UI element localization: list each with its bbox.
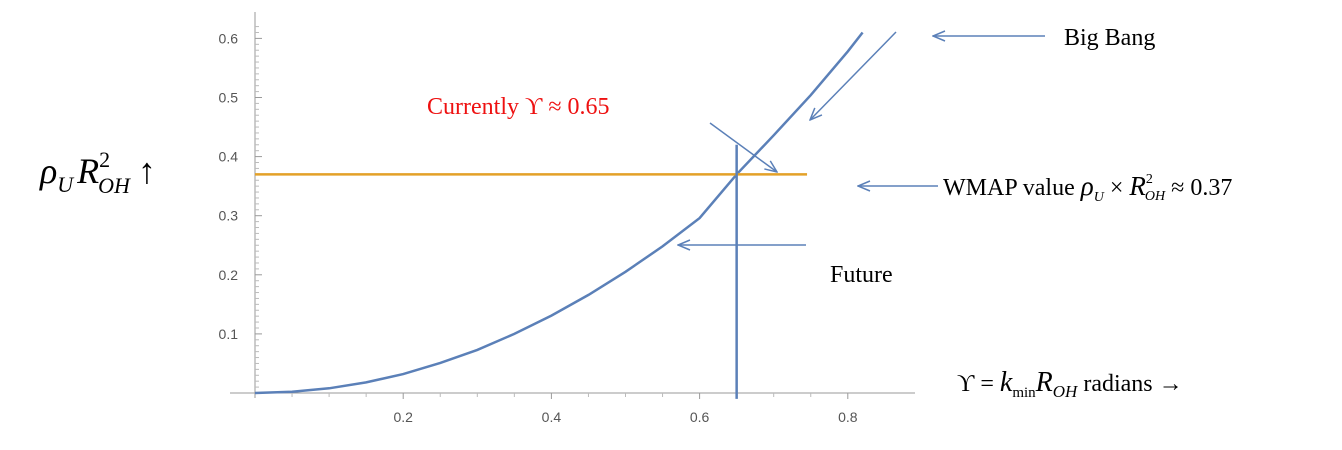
y-axis-label: ρU R2 OH ↑	[39, 147, 156, 198]
x-axis-label: ϒ = kminROH radians →	[957, 367, 1183, 401]
x-label-r-sub: OH	[1053, 382, 1079, 401]
y-label-r-sup: 2	[99, 147, 110, 172]
x-label-r: R	[1035, 367, 1053, 398]
y-tick-label-3: 0.4	[219, 149, 239, 165]
x-tick-label-2: 0.6	[690, 409, 710, 425]
y-tick-label-5: 0.6	[219, 30, 239, 46]
wmap-times: ×	[1104, 175, 1130, 201]
wmap-annotation: WMAP value ρU × R2 OH ≈ 0.37	[943, 171, 1232, 205]
x-label-k-sub: min	[1012, 385, 1036, 401]
currently-arrow	[709, 122, 777, 172]
wmap-rho: ρ	[1080, 171, 1094, 201]
x-label-tail: radians →	[1077, 371, 1182, 397]
currently-annotation: Currently ϒ ≈ 0.65	[427, 94, 609, 120]
series	[254, 31, 864, 399]
wmap-r-sub: OH	[1145, 189, 1166, 204]
density-curve	[254, 31, 864, 395]
wmap-prefix: WMAP value	[943, 175, 1081, 201]
y-tick-label-2: 0.3	[219, 208, 239, 224]
x-label-k: k	[1000, 367, 1013, 398]
annotation-arrows	[678, 32, 1045, 245]
y-tick-label-1: 0.2	[219, 267, 239, 283]
minor-ticks	[255, 26, 812, 397]
wmap-tail: ≈ 0.37	[1165, 175, 1232, 201]
x-tick-label-0: 0.2	[393, 409, 413, 425]
y-label-rho: ρ	[39, 151, 57, 191]
axes	[230, 12, 915, 398]
x-tick-label-1: 0.4	[542, 409, 562, 425]
y-label-r: R	[76, 151, 99, 191]
wmap-rho-sub: U	[1094, 190, 1105, 205]
x-label-upsilon: ϒ	[957, 371, 975, 397]
y-label-r-sub: OH	[98, 173, 131, 198]
wmap-r: R	[1128, 171, 1146, 201]
x-tick-label-3: 0.8	[838, 409, 858, 425]
y-label-rho-sub: U	[57, 172, 75, 197]
future-annotation: Future	[830, 262, 893, 288]
tick-labels: 0.2 0.4 0.6 0.8 0.1 0.2 0.3 0.4 0.5 0.6	[219, 30, 858, 425]
wmap-r-sup: 2	[1146, 172, 1153, 187]
y-tick-label-0: 0.1	[219, 326, 239, 342]
direction-arrow	[810, 31, 897, 120]
y-tick-label-4: 0.5	[219, 90, 239, 106]
big-bang-annotation: Big Bang	[1064, 25, 1155, 51]
x-label-eq: =	[974, 371, 1000, 397]
y-label-arrow: ↑	[138, 151, 156, 191]
